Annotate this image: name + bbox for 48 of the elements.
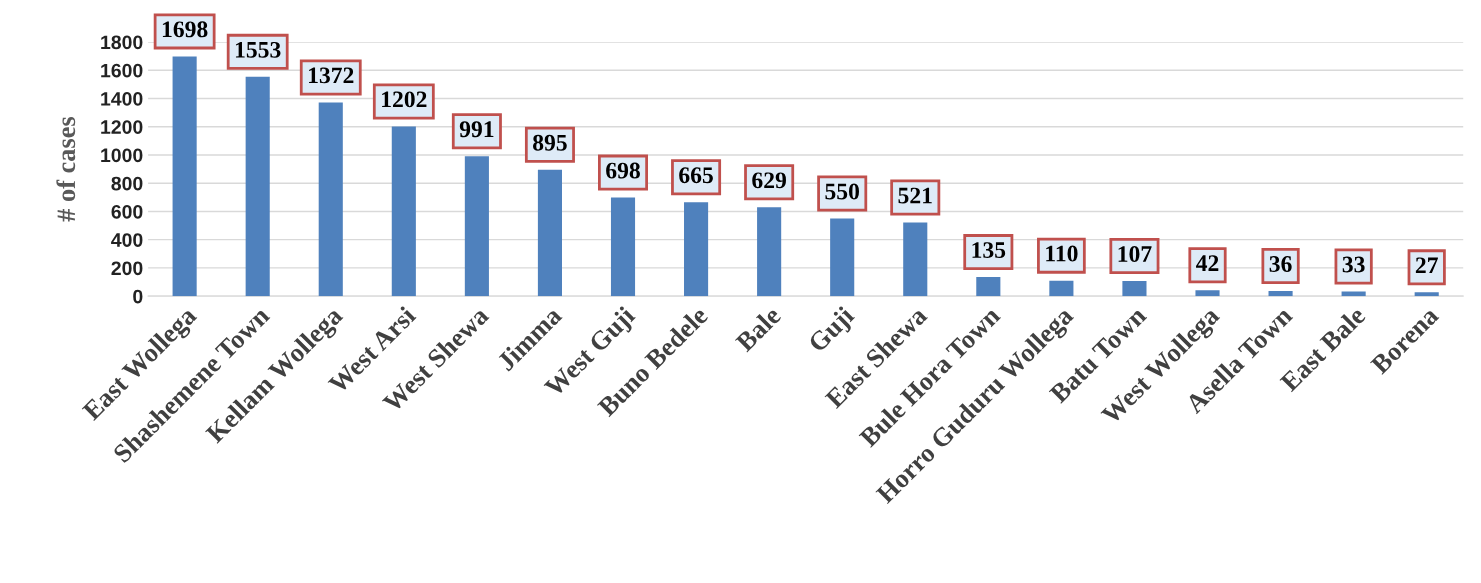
bar — [757, 207, 782, 297]
bar — [830, 218, 855, 297]
bar — [1122, 281, 1147, 297]
data-label: 107 — [1118, 246, 1152, 262]
y-tick-label: 200 — [111, 261, 143, 276]
y-tick-label: 1600 — [101, 63, 143, 78]
bar — [391, 126, 416, 297]
data-label: 27 — [1415, 257, 1438, 274]
bar — [976, 277, 1001, 297]
bar — [1414, 292, 1439, 297]
data-label: 110 — [1046, 245, 1078, 262]
x-tick-label: Guji — [806, 304, 859, 357]
y-tick-label: 1000 — [101, 148, 143, 163]
y-tick-label: 0 — [133, 289, 143, 304]
data-label: 36 — [1269, 256, 1292, 272]
data-label: 1698 — [162, 21, 208, 38]
data-label: 550 — [825, 183, 859, 200]
y-tick-label: 1400 — [101, 91, 143, 106]
y-tick-label: 1800 — [101, 35, 143, 50]
data-label: 629 — [752, 172, 786, 189]
data-label: 1372 — [309, 67, 354, 84]
data-label: 521 — [898, 187, 932, 204]
bar — [172, 56, 197, 297]
bar — [318, 102, 343, 297]
data-label: 1202 — [382, 91, 427, 108]
y-axis-title: # of cases — [56, 116, 76, 222]
data-label: 33 — [1342, 256, 1365, 273]
y-tick-label: 1200 — [101, 120, 143, 134]
bar — [245, 76, 270, 297]
y-tick-label: 400 — [111, 233, 143, 247]
bar — [684, 202, 709, 297]
data-label: 42 — [1196, 255, 1219, 271]
data-label: 135 — [972, 242, 1006, 259]
y-tick-label: 800 — [111, 176, 143, 191]
bar — [537, 169, 562, 297]
data-label: 1553 — [235, 41, 281, 58]
bar — [1268, 291, 1293, 297]
data-label: 698 — [606, 162, 640, 179]
bar — [903, 222, 928, 297]
bar — [464, 156, 489, 297]
data-label: 895 — [533, 134, 567, 151]
bar — [610, 197, 636, 297]
y-tick-label: 600 — [111, 204, 143, 219]
bar — [1195, 290, 1220, 297]
data-label: 991 — [459, 121, 494, 138]
bar — [1049, 280, 1074, 297]
x-tick-label: Bale — [734, 304, 782, 353]
data-label: 665 — [679, 167, 713, 184]
